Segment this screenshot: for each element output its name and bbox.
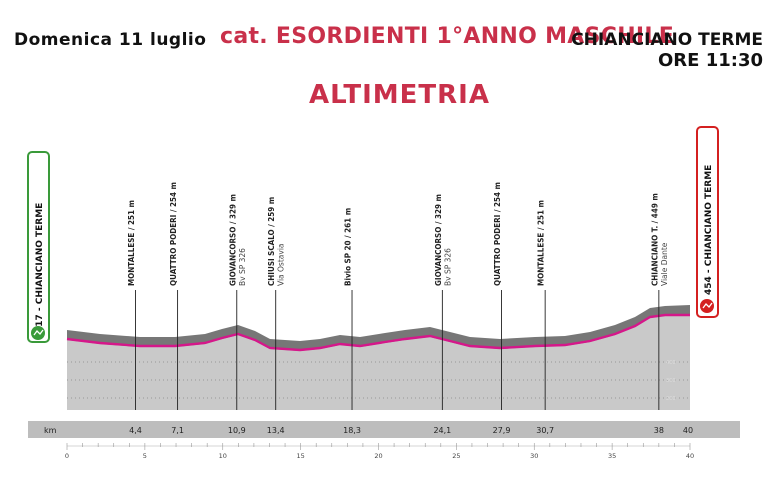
waypoint-name: CHIANCIANO T. / 449 m (650, 193, 659, 286)
km-tick-label: 30 (530, 452, 538, 460)
waypoint-name: MONTALLESE / 251 m (537, 200, 546, 286)
waypoint-km: 18,3 (343, 426, 361, 435)
waypoint-name: QUATTRO PODERI / 254 m (493, 182, 502, 286)
waypoint-km: 27,9 (493, 426, 511, 435)
waypoint-km: 10,9 (228, 426, 246, 435)
finish-marker: 454 - CHIANCIANO TERME (696, 126, 719, 318)
profile-silhouette-body (67, 316, 690, 410)
elevation-tick-label: 200 (666, 396, 676, 402)
finish-bike-icon (702, 302, 713, 309)
waypoint-name: QUATTRO PODERI / 254 m (169, 182, 178, 286)
km-tick-label: 10 (219, 452, 227, 460)
waypoint-sub: Bv SP 326 (443, 248, 452, 286)
waypoint-sub: Viale Dante (660, 242, 669, 286)
waypoint-km: 13,4 (267, 426, 285, 435)
waypoint-km: 30,7 (536, 426, 554, 435)
waypoint-name: GIOVANCORSO / 329 m (228, 194, 237, 286)
race-location: CHIANCIANO TERME (571, 30, 763, 50)
waypoint-layer: MONTALLESE / 251 m 4,4 QUATTRO PODERI / 25… (127, 182, 693, 435)
km-tick-label: 5 (143, 452, 147, 460)
total-km: 40 (683, 426, 693, 435)
km-tick-label: 0 (65, 452, 69, 460)
start-marker: 317 - CHIANCIANO TERME (27, 151, 50, 343)
start-label: 317 - CHIANCIANO TERME (35, 203, 45, 333)
waypoint-name: GIOVANCORSO / 329 m (434, 194, 443, 286)
route-line (66, 313, 690, 352)
km-tick-label: 25 (452, 452, 460, 460)
race-time: ORE 11:30 (657, 50, 763, 71)
elevation-tick-label: 400 (666, 360, 676, 366)
start-bike-icon (33, 329, 44, 336)
waypoint-km: 4,4 (129, 426, 142, 435)
profile-subtitle: ALTIMETRIA (309, 80, 490, 110)
km-tick-label: 40 (686, 452, 694, 460)
waypoint-name: CHIUSI SCALO / 259 m (267, 197, 276, 286)
finish-label: 454 - CHIANCIANO TERME (704, 165, 714, 295)
waypoint-km: 24,1 (433, 426, 451, 435)
waypoint-name: Bivio SP 20 / 261 m (344, 208, 353, 286)
km-tick-label: 15 (296, 452, 304, 460)
profile-grid: 400 300 200 (67, 360, 690, 402)
km-axis: 0 5 10 15 20 25 30 35 40 (65, 443, 694, 460)
elevation-tick-label: 300 (666, 378, 676, 384)
race-category: cat. ESORDIENTI 1°ANNO MASCHILE (220, 24, 675, 49)
waypoint-name: MONTALLESE / 251 m (127, 200, 136, 286)
race-date: Domenica 11 luglio (14, 30, 207, 50)
waypoint-sub: Bv SP 326 (238, 248, 247, 286)
km-band (28, 421, 740, 438)
waypoint-km: 7,1 (171, 426, 184, 435)
km-tick-label: 35 (608, 452, 616, 460)
km-tick-label: 20 (374, 452, 382, 460)
km-unit-label: km (44, 426, 57, 435)
waypoint-km: 38 (654, 426, 664, 435)
waypoint-sub: Via Ostavia (277, 244, 286, 287)
